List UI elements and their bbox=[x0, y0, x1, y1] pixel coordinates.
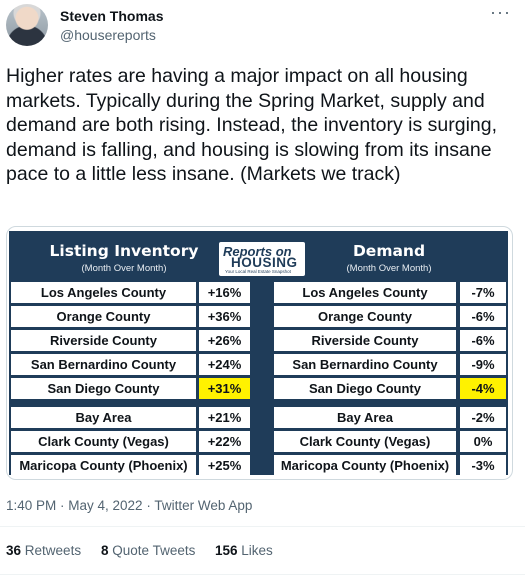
retweets-stat[interactable]: 36 Retweets bbox=[6, 543, 82, 558]
demand-county-cell: Riverside County bbox=[274, 330, 456, 351]
demand-value-cell: 0% bbox=[460, 431, 506, 452]
demand-county-cell: San Diego County bbox=[274, 378, 456, 399]
demand-value-cell: -9% bbox=[460, 354, 506, 375]
inventory-value-cell: +31% bbox=[199, 378, 250, 399]
reports-on-housing-logo: Reports on HOUSING Your Local Real Estat… bbox=[219, 242, 305, 276]
more-options-icon[interactable]: ··· bbox=[490, 2, 511, 22]
demand-value-cell: -2% bbox=[460, 407, 506, 428]
tweet-timestamp[interactable]: 1:40 PM · May 4, 2022 · Twitter Web App bbox=[6, 498, 253, 513]
demand-county-cell: Los Angeles County bbox=[274, 282, 456, 303]
right-header-title: Demand bbox=[352, 242, 426, 260]
demand-county-cell: Bay Area bbox=[274, 407, 456, 428]
demand-county-cell: Orange County bbox=[274, 306, 456, 327]
inventory-value-cell: +24% bbox=[199, 354, 250, 375]
demand-county-cell: San Bernardino County bbox=[274, 354, 456, 375]
inventory-county-cell: Riverside County bbox=[11, 330, 196, 351]
demand-county-cell: Clark County (Vegas) bbox=[274, 431, 456, 452]
right-header-subtitle: (Month Over Month) bbox=[346, 263, 432, 274]
inventory-demand-table: Listing Inventory (Month Over Month) Rep… bbox=[9, 231, 508, 476]
tweet-image-card[interactable]: Listing Inventory (Month Over Month) Rep… bbox=[6, 226, 513, 480]
quote-tweets-stat[interactable]: 8 Quote Tweets bbox=[101, 543, 196, 558]
inventory-value-cell: +21% bbox=[199, 407, 250, 428]
likes-stat[interactable]: 156 Likes bbox=[215, 543, 273, 558]
inventory-county-cell: Los Angeles County bbox=[11, 282, 196, 303]
demand-value-cell: -3% bbox=[460, 455, 506, 476]
demand-value-cell: -6% bbox=[460, 330, 506, 351]
left-header-subtitle: (Month Over Month) bbox=[81, 263, 167, 274]
demand-value-cell: -4% bbox=[460, 378, 506, 399]
inventory-value-cell: +16% bbox=[199, 282, 250, 303]
left-header-title: Listing Inventory bbox=[49, 242, 199, 260]
inventory-value-cell: +36% bbox=[199, 306, 250, 327]
inventory-value-cell: +26% bbox=[199, 330, 250, 351]
inventory-county-cell: San Bernardino County bbox=[11, 354, 196, 375]
demand-value-cell: -7% bbox=[460, 282, 506, 303]
tweet-text: Higher rates are having a major impact o… bbox=[6, 65, 498, 185]
divider bbox=[0, 526, 525, 527]
demand-county-cell: Maricopa County (Phoenix) bbox=[274, 455, 456, 476]
inventory-county-cell: Bay Area bbox=[11, 407, 196, 428]
inventory-county-cell: Clark County (Vegas) bbox=[11, 431, 196, 452]
author-handle[interactable]: @housereports bbox=[60, 27, 156, 43]
avatar[interactable] bbox=[6, 4, 48, 46]
inventory-value-cell: +25% bbox=[199, 455, 250, 476]
inventory-county-cell: Orange County bbox=[11, 306, 196, 327]
inventory-county-cell: San Diego County bbox=[11, 378, 196, 399]
demand-value-cell: -6% bbox=[460, 306, 506, 327]
inventory-county-cell: Maricopa County (Phoenix) bbox=[11, 455, 196, 476]
author-name[interactable]: Steven Thomas bbox=[60, 8, 164, 24]
inventory-value-cell: +22% bbox=[199, 431, 250, 452]
